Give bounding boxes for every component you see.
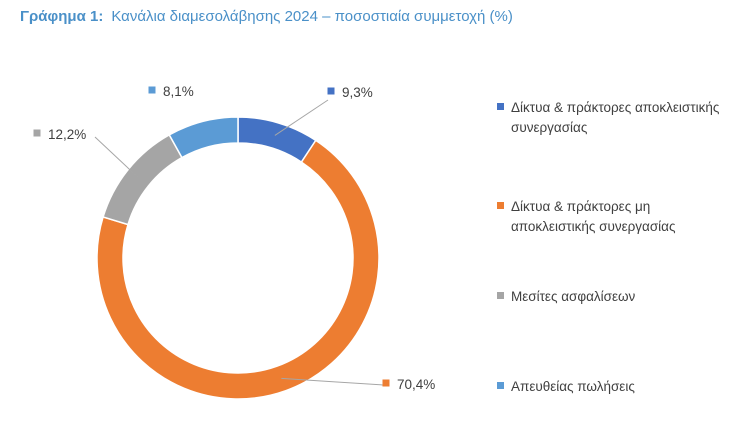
- legend-label-exclusive-agents: Δίκτυα & πράκτορες αποκλειστικής συνεργασ…: [511, 100, 720, 135]
- legend-label-brokers: Μεσίτες ασφαλίσεων: [511, 289, 636, 304]
- chart-title-text: Κανάλια διαμεσολάβησης 2024 – ποσοστιαία…: [111, 8, 513, 25]
- legend-item-direct-sales: Απευθείας πωλήσεις: [497, 377, 742, 397]
- slice-direct-sales: [168, 116, 239, 159]
- leader-line-brokers: [94, 136, 139, 179]
- chart-legend: Δίκτυα & πράκτορες αποκλειστικής συνεργασ…: [497, 0, 742, 436]
- legend-label-direct-sales: Απευθείας πωλήσεις: [511, 379, 635, 394]
- legend-item-exclusive-agents: Δίκτυα & πράκτορες αποκλειστικής συνεργασ…: [497, 98, 742, 138]
- donut-slices: [96, 116, 380, 400]
- data-label-non-exclusive-agents: 70,4%: [397, 377, 435, 392]
- slice-brokers: [102, 133, 183, 226]
- data-label-brokers: 12,2%: [48, 127, 86, 142]
- data-label-swatch-exclusive-agents: [327, 87, 335, 95]
- leader-line-exclusive-agents: [274, 99, 329, 136]
- legend-label-non-exclusive-agents: Δίκτυα & πράκτορες μη αποκλειστικής συνερ…: [511, 199, 676, 234]
- slice-exclusive-agents: [237, 116, 317, 164]
- data-label-swatch-non-exclusive-agents: [382, 379, 390, 387]
- leader-line-non-exclusive-agents: [281, 377, 384, 386]
- legend-item-non-exclusive-agents: Δίκτυα & πράκτορες μη αποκλειστικής συνερ…: [497, 197, 742, 237]
- data-label-direct-sales: 8,1%: [163, 84, 194, 99]
- legend-swatch-brokers: [497, 292, 504, 299]
- data-label-swatch-direct-sales: [148, 86, 156, 94]
- legend-item-brokers: Μεσίτες ασφαλίσεων: [497, 287, 742, 307]
- data-label-exclusive-agents: 9,3%: [342, 85, 373, 100]
- legend-swatch-non-exclusive-agents: [497, 202, 504, 209]
- chart-title: Γράφημα 1: Κανάλια διαμεσολάβησης 2024 – …: [20, 8, 513, 25]
- leader-lines: [94, 99, 384, 386]
- legend-swatch-direct-sales: [497, 382, 504, 389]
- legend-swatch-exclusive-agents: [497, 103, 504, 110]
- slice-non-exclusive-agents: [96, 139, 380, 400]
- chart-title-prefix: Γράφημα 1:: [20, 8, 104, 25]
- data-labels: 9,3% 70,4% 12,2% 8,1%: [33, 84, 435, 392]
- data-label-swatch-brokers: [33, 129, 41, 137]
